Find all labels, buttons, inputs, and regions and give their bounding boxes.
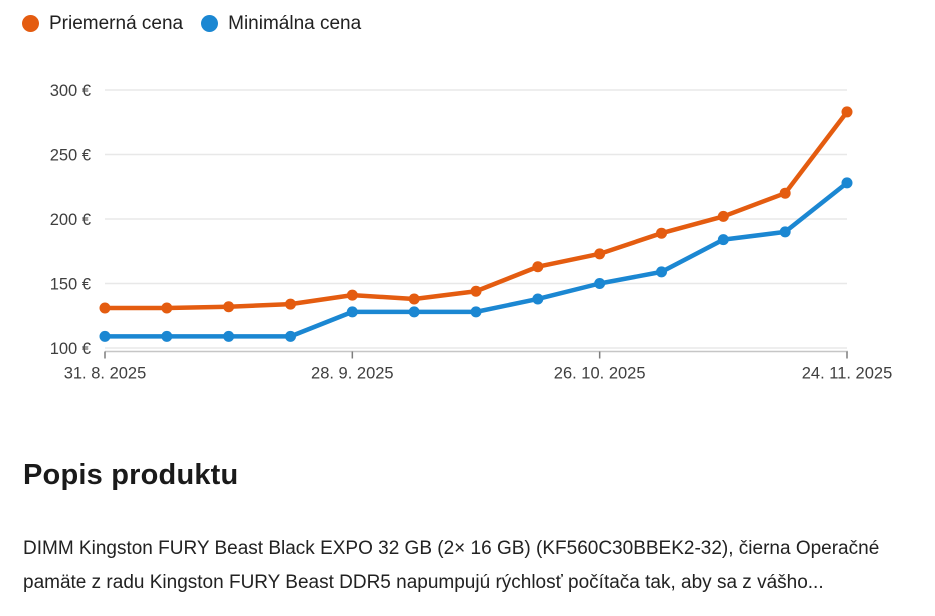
x-axis-label: 31. 8. 2025 [64,365,147,383]
x-axis-label: 28. 9. 2025 [311,365,394,383]
chart-legend: Priemerná cena Minimálna cena [22,13,361,33]
data-point-average-6[interactable] [470,285,482,297]
y-axis-label-300: 300 € [50,82,91,100]
data-point-minimum-2[interactable] [223,330,235,342]
data-point-average-7[interactable] [532,261,544,273]
x-axis-label: 24. 11. 2025 [802,365,893,383]
data-point-minimum-9[interactable] [656,266,667,278]
data-point-average-9[interactable] [656,227,667,239]
data-point-minimum-10[interactable] [717,234,729,246]
data-point-minimum-6[interactable] [470,306,482,318]
legend-item-average-price[interactable]: Priemerná cena [22,13,183,33]
y-axis-label-200: 200 € [50,211,91,229]
legend-label-average-price: Priemerná cena [49,13,184,34]
x-axis-label: 26. 10. 2025 [554,365,646,383]
data-point-average-5[interactable] [408,293,420,305]
section-title: Popis produktu [23,459,239,491]
minimum-price-dot-icon [201,14,219,32]
data-point-minimum-7[interactable] [532,293,544,305]
data-point-average-3[interactable] [285,298,296,310]
y-axis-label-100: 100 € [50,340,91,358]
data-point-average-12[interactable] [841,106,853,118]
legend-item-minimum-price[interactable]: Minimálna cena [201,13,361,33]
data-point-average-0[interactable] [99,302,111,314]
data-point-minimum-0[interactable] [99,330,111,342]
legend-label-minimum-price: Minimálna cena [228,13,362,34]
data-point-average-1[interactable] [161,302,173,314]
data-point-minimum-4[interactable] [346,306,358,318]
product-description: DIMM Kingston FURY Beast Black EXPO 32 G… [23,538,880,593]
data-point-average-11[interactable] [779,187,791,199]
data-point-average-2[interactable] [223,301,235,313]
y-axis-label-150: 150 € [50,276,91,294]
data-point-minimum-12[interactable] [841,177,853,189]
product-description-section: Popis produktu DIMM Kingston FURY Beast … [23,459,911,600]
data-point-minimum-3[interactable] [285,330,296,342]
data-point-average-8[interactable] [594,248,606,260]
series-line-average [102,109,850,311]
data-point-minimum-8[interactable] [594,278,606,289]
data-point-minimum-11[interactable] [779,226,791,238]
data-point-minimum-5[interactable] [408,306,420,318]
data-point-average-10[interactable] [717,210,729,222]
data-point-minimum-1[interactable] [161,330,173,342]
data-point-average-4[interactable] [346,289,358,301]
y-axis-label-250: 250 € [50,147,91,165]
price-history-chart[interactable]: 100 € 150 € 200 € 250 € 300 € 31. 8. 2025 28. … [0,0,935,400]
average-price-dot-icon [22,14,39,32]
